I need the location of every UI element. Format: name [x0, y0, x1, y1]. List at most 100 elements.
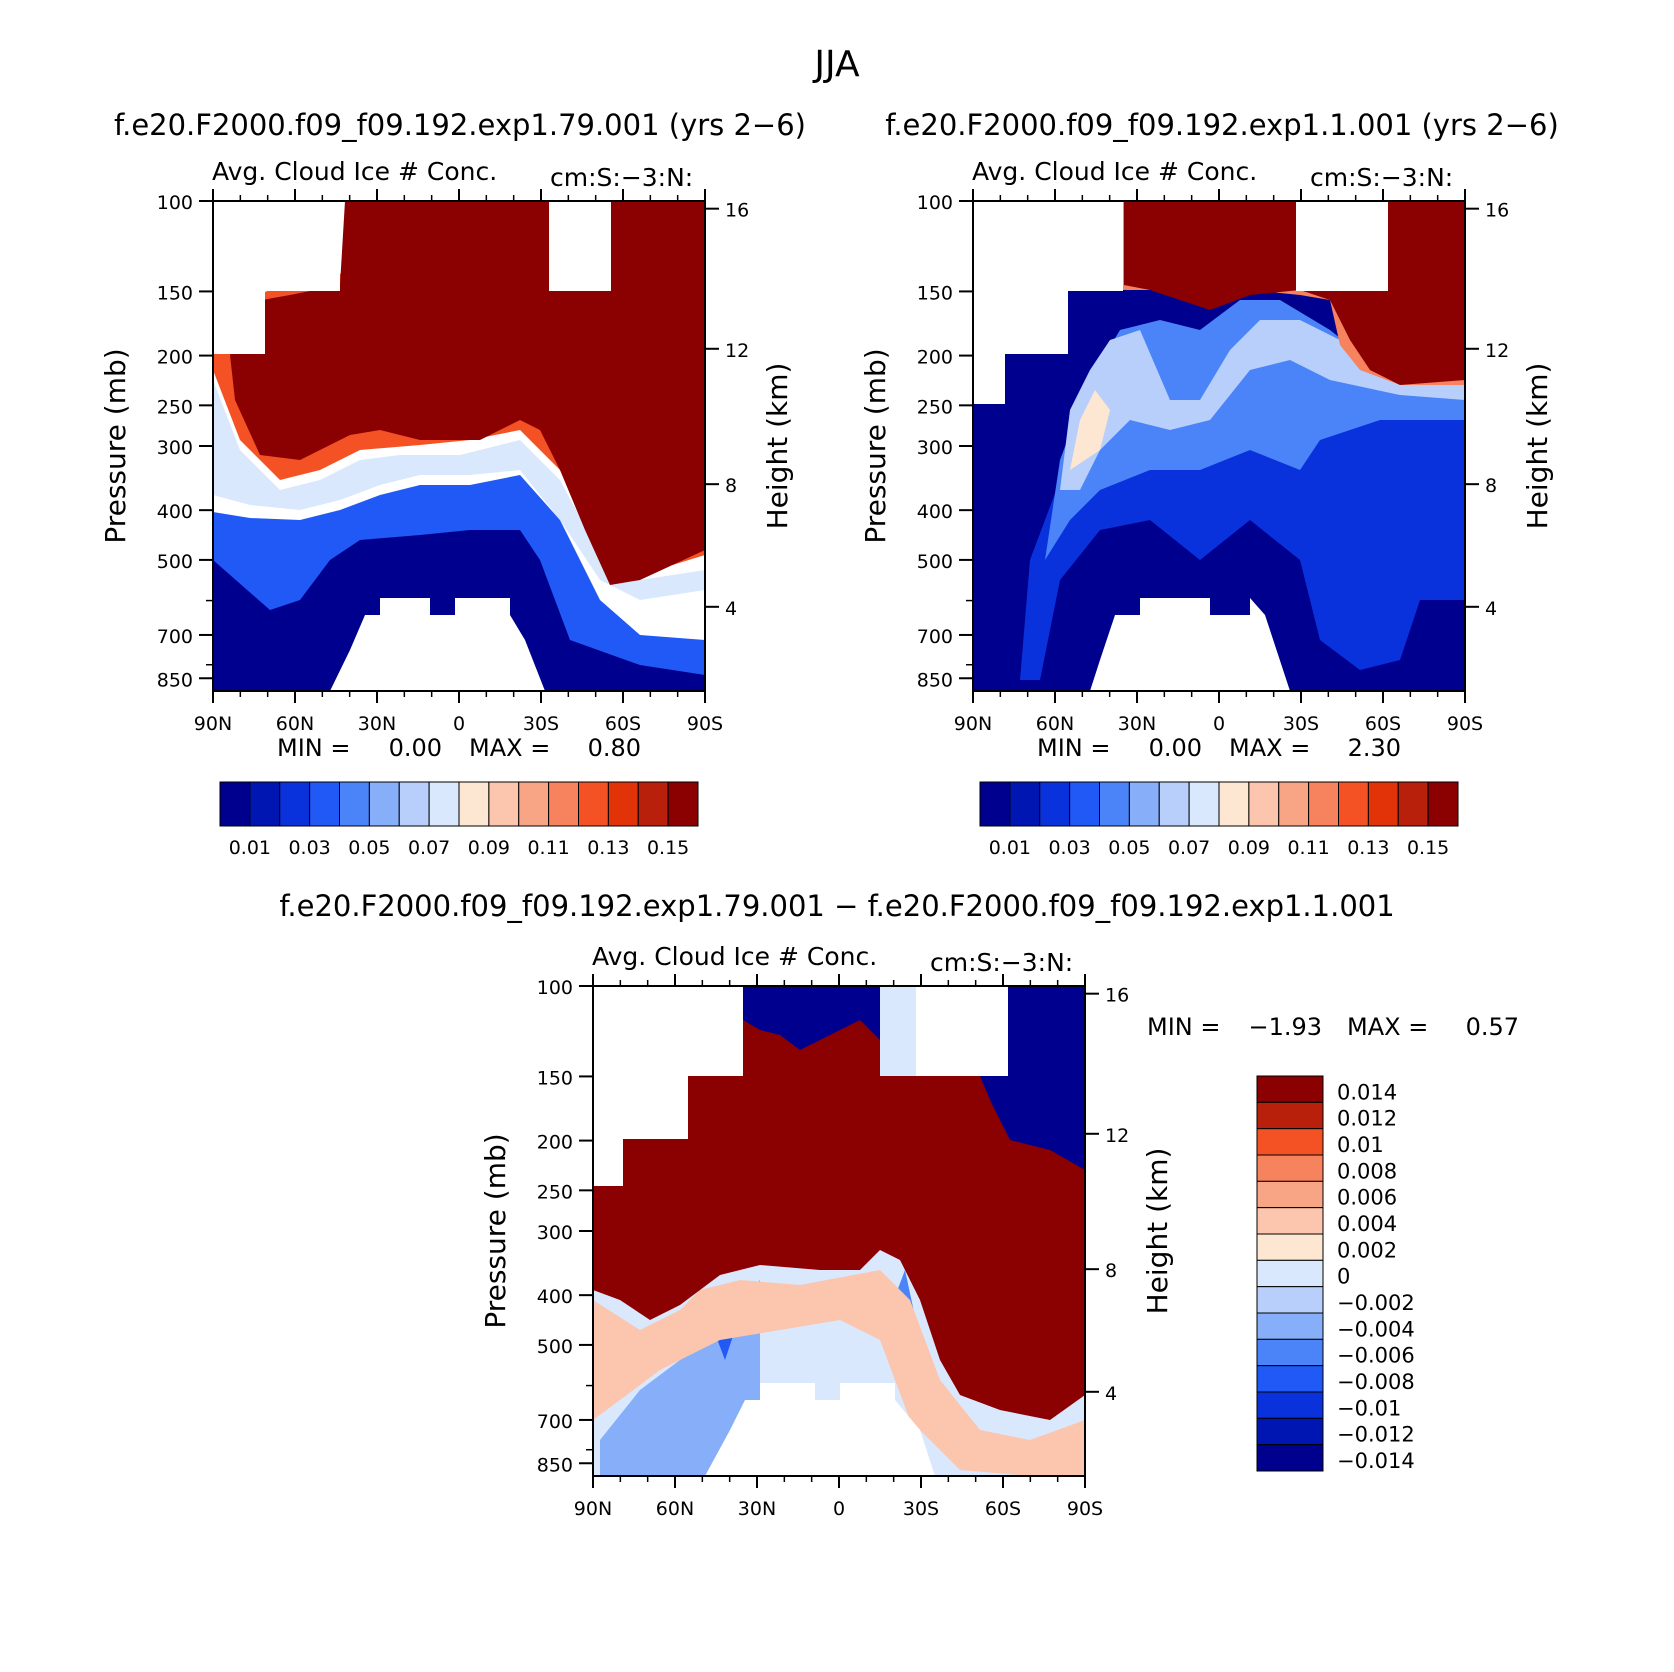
pressure-tick-label: 400 — [537, 1286, 573, 1308]
pressure-tick-label: 400 — [157, 501, 193, 523]
colorbar-label: 0.006 — [1337, 1186, 1397, 1210]
panel-2-variable: Avg. Cloud Ice # Conc. — [972, 157, 1257, 186]
panel-1-missing-top-left-2 — [213, 291, 265, 354]
figure-title: JJA — [812, 44, 860, 85]
colorbar-swatch — [398, 781, 430, 827]
colorbar-label: 0.002 — [1337, 1238, 1397, 1262]
lat-tick-label: 90N — [574, 1498, 612, 1520]
pressure-tick-label: 700 — [917, 626, 953, 648]
panel-1-max-value: 0.80 — [588, 734, 641, 762]
colorbar-swatch — [1256, 1128, 1324, 1156]
colorbar-label: 0.13 — [587, 837, 629, 859]
lat-tick-label: 60S — [1365, 713, 1401, 735]
colorbar-label: 0.05 — [1108, 837, 1150, 859]
pressure-tick-label: 150 — [537, 1067, 573, 1089]
pressure-tick-label: 150 — [157, 282, 193, 304]
colorbar-label: 0.09 — [468, 837, 510, 859]
lat-tick-label: 90N — [954, 713, 992, 735]
colorbar-swatch — [1256, 1101, 1324, 1130]
colorbar-label: −0.002 — [1337, 1291, 1415, 1315]
colorbar-swatch — [1248, 781, 1280, 827]
colorbar-swatch — [1308, 781, 1339, 827]
pressure-tick-label: 200 — [157, 347, 193, 369]
colorbar-swatch — [1256, 1444, 1324, 1472]
pressure-tick-label: 500 — [157, 551, 193, 573]
panel-1-min-value: 0.00 — [389, 734, 442, 762]
panel-2-plot — [972, 200, 1466, 692]
height-tick-label: 4 — [725, 598, 737, 620]
panel-3-field-negative-topright — [980, 986, 1085, 1170]
colorbar-swatch — [548, 781, 579, 827]
lat-tick-label: 90S — [687, 713, 723, 735]
colorbar-label: −0.014 — [1337, 1449, 1415, 1473]
panel-1: f.e20.F2000.f09_f09.192.exp1.79.001 (yrs… — [99, 108, 806, 859]
y-axis-title-pressure: Pressure (mb) — [99, 348, 132, 543]
colorbar-label: 0.01 — [989, 837, 1031, 859]
panel-2-missing-top-left — [973, 201, 1123, 291]
pressure-tick-label: 500 — [537, 1336, 573, 1358]
panel-3-field-negative-top — [743, 986, 880, 1050]
pressure-tick-label: 300 — [537, 1222, 573, 1244]
colorbar-label: 0.004 — [1337, 1212, 1397, 1236]
colorbar-swatch — [1256, 1075, 1324, 1103]
height-tick-label: 16 — [1485, 200, 1509, 222]
panel-2-min-label: MIN = — [1037, 734, 1110, 762]
panel-2-field-pale — [1070, 390, 1110, 470]
colorbar-label: 0.03 — [1048, 837, 1090, 859]
colorbar-label: 0.05 — [348, 837, 390, 859]
panel-2-max-label: MAX = — [1229, 734, 1310, 762]
panel-3-min-label: MIN = — [1147, 1013, 1220, 1041]
colorbar-label: −0.008 — [1337, 1370, 1415, 1394]
pressure-tick-label: 400 — [917, 501, 953, 523]
colorbar-swatch — [1338, 781, 1369, 827]
panel-1-max-label: MAX = — [469, 734, 550, 762]
colorbar-swatch — [1256, 1259, 1324, 1288]
panel-2-missing-top-left-3 — [973, 354, 1005, 404]
panel-3-missing-top-left-3 — [593, 1139, 623, 1186]
lat-tick-label: 30N — [1118, 713, 1156, 735]
colorbar-label: 0.11 — [527, 837, 569, 859]
pressure-tick-label: 700 — [537, 1411, 573, 1433]
panel-2-units: cm:S:−3:N: — [1310, 163, 1453, 192]
lat-tick-label: 0 — [833, 1498, 845, 1520]
panel-2-max-value: 2.30 — [1348, 734, 1401, 762]
colorbar-swatch — [219, 781, 251, 827]
colorbar-label: 0.15 — [647, 837, 689, 859]
pressure-tick-label: 850 — [157, 669, 193, 691]
colorbar-swatch — [637, 781, 669, 827]
panel-2-missing-surface — [1090, 598, 1290, 691]
colorbar-swatch — [458, 781, 490, 827]
panel-1-field-light — [213, 380, 705, 600]
colorbar-swatch — [1099, 781, 1130, 827]
panel-2-run-title: f.e20.F2000.f09_f09.192.exp1.1.001 (yrs … — [885, 108, 1559, 142]
panel-2-missing-top-right — [1296, 201, 1388, 291]
panel-1-variable: Avg. Cloud Ice # Conc. — [212, 157, 497, 186]
colorbar-swatch — [518, 781, 550, 827]
colorbar-swatch — [1009, 781, 1041, 827]
pressure-tick-label: 200 — [537, 1132, 573, 1154]
panel-3-min-value: −1.93 — [1248, 1013, 1322, 1041]
panel-3-max-label: MAX = — [1347, 1013, 1428, 1041]
panel-3-axes: 100 150 200 250 300 400 500 700 850 16 12 8 4 90N 60N 3… — [479, 974, 1174, 1520]
y-axis-title-height: Height (km) — [1521, 363, 1554, 530]
colorbar-swatch — [1256, 1365, 1324, 1393]
panel-3: f.e20.F2000.f09_f09.192.exp1.79.001 − f.… — [279, 889, 1519, 1520]
pressure-tick-label: 500 — [917, 551, 953, 573]
colorbar-swatch — [1427, 781, 1459, 827]
lat-tick-label: 0 — [453, 713, 465, 735]
colorbar-swatch — [1256, 1180, 1324, 1209]
height-tick-label: 4 — [1485, 598, 1497, 620]
pressure-tick-label: 300 — [157, 437, 193, 459]
y-axis-title-height: Height (km) — [761, 363, 794, 530]
pressure-tick-label: 300 — [917, 437, 953, 459]
lat-tick-label: 30S — [903, 1498, 939, 1520]
panel-3-plot — [592, 985, 1086, 1477]
y-axis-title-pressure: Pressure (mb) — [859, 348, 892, 543]
panel-3-missing-top-left-2 — [593, 1076, 688, 1139]
panel-1-min-label: MIN = — [277, 734, 350, 762]
colorbar-swatch — [1278, 781, 1310, 827]
lat-tick-label: 60S — [985, 1498, 1021, 1520]
panel-3-colorbar: 0.0140.0120.010.0080.0060.0040.0020−0.00… — [1256, 1075, 1415, 1473]
colorbar-label: 0 — [1337, 1265, 1350, 1289]
pressure-tick-label: 250 — [157, 396, 193, 418]
